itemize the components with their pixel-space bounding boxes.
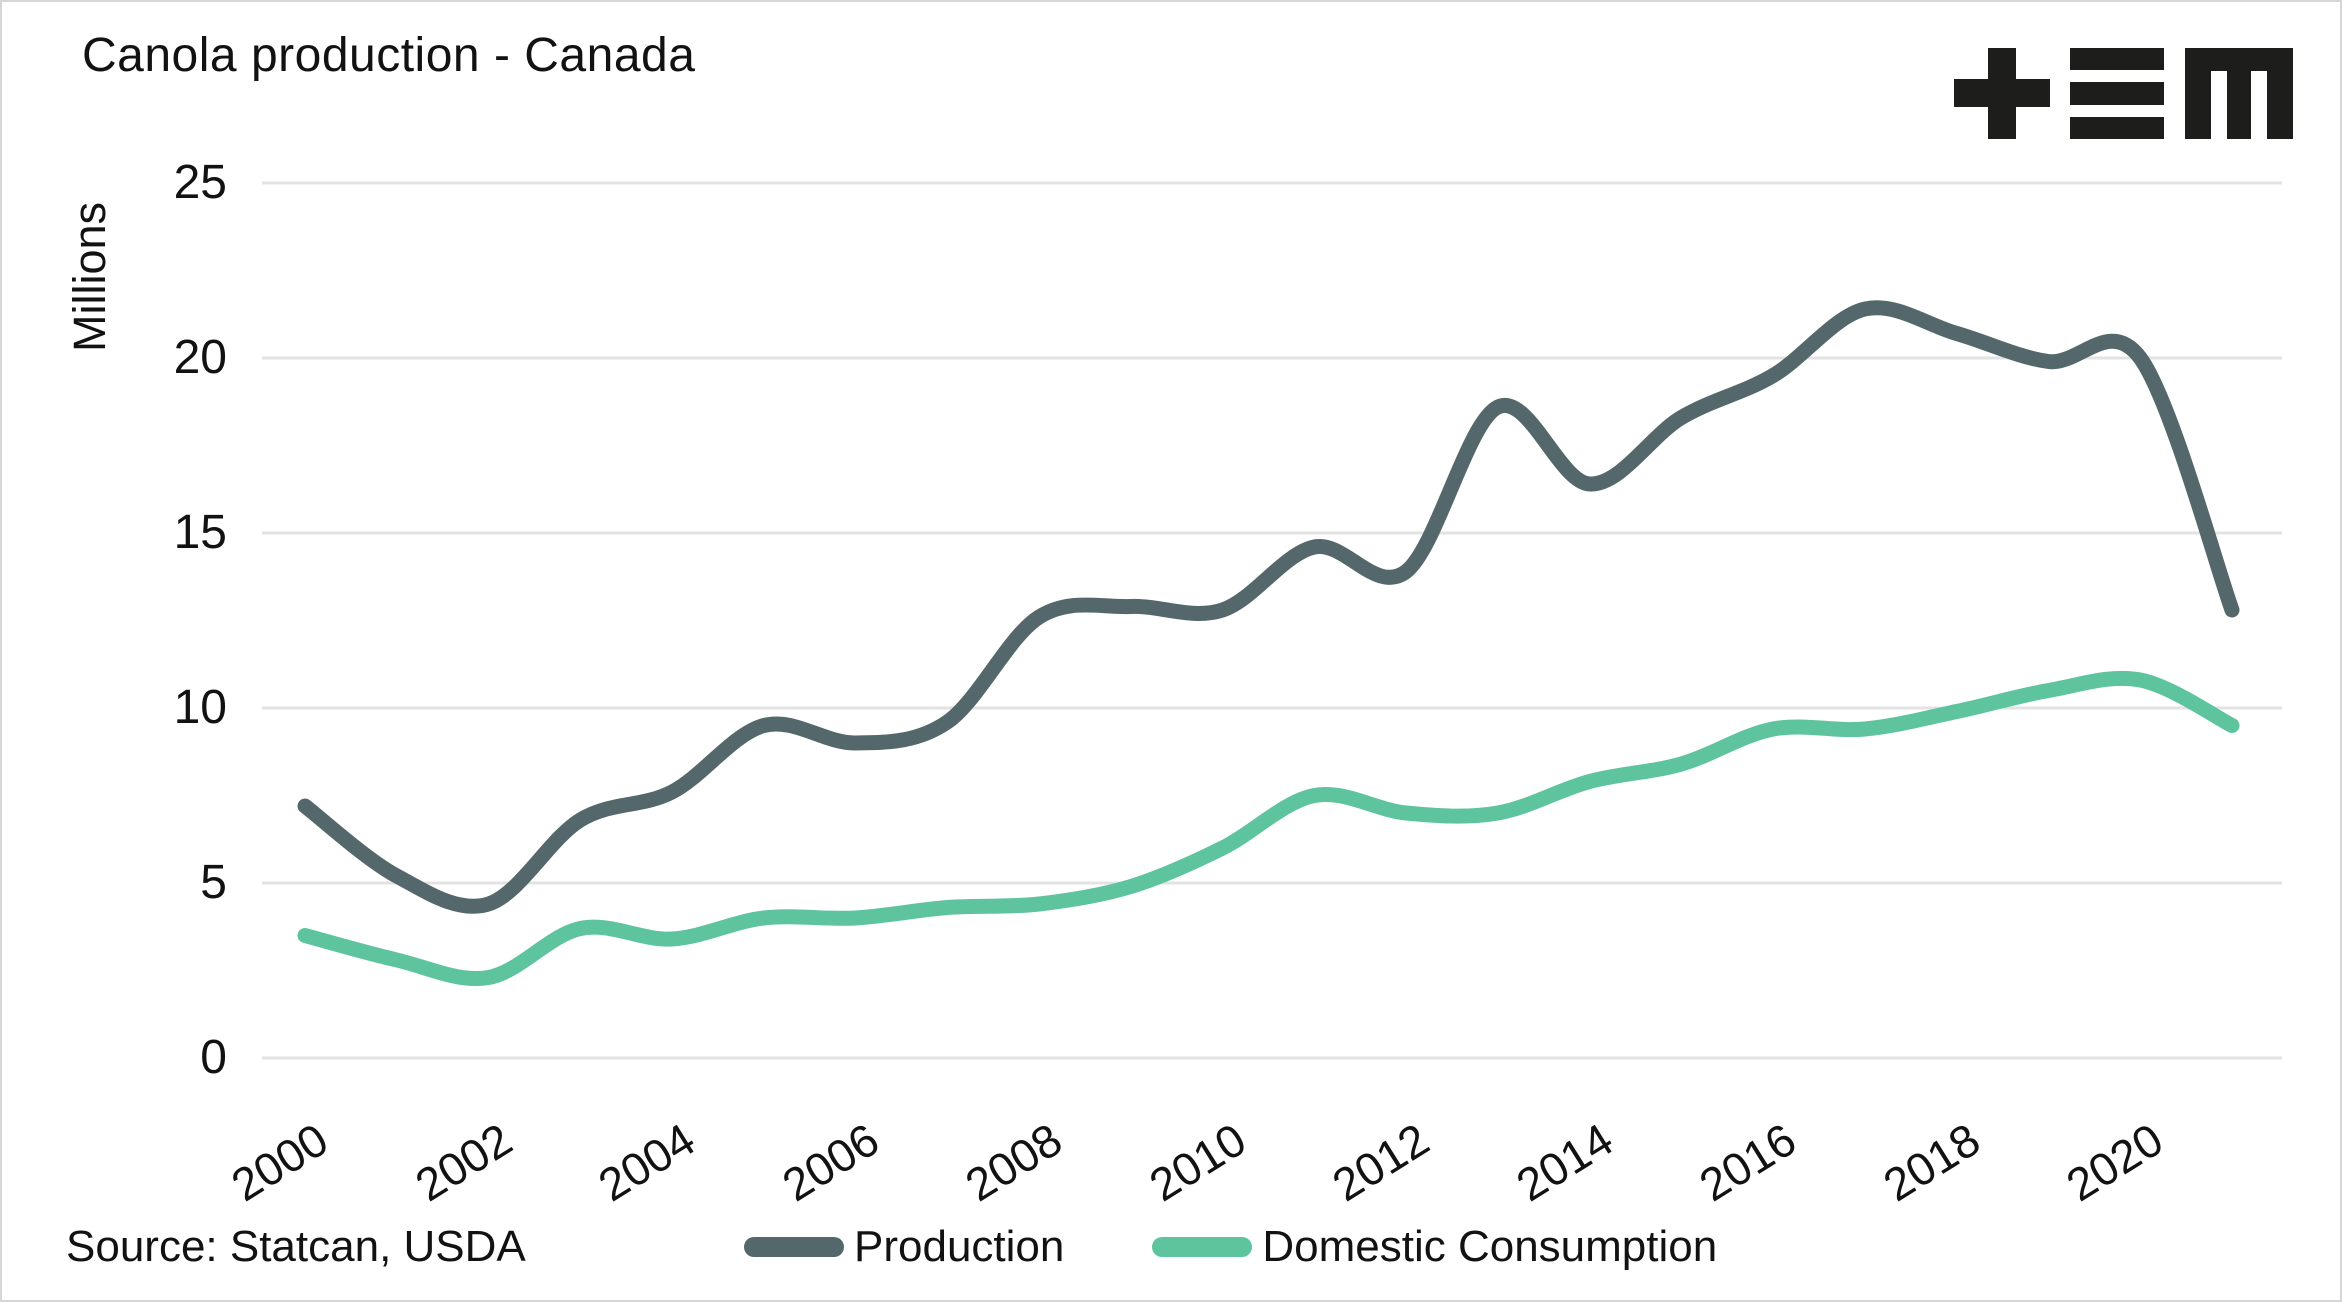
legend-label-domestic-consumption: Domestic Consumption bbox=[1262, 1222, 1718, 1271]
domestic-consumption-line-swatch bbox=[1152, 1237, 1253, 1257]
legend-label-production: Production bbox=[854, 1222, 1065, 1271]
y-tick-label: 20 bbox=[173, 331, 227, 384]
source-note: Source: Statcan, USDA bbox=[66, 1222, 526, 1271]
production-line-swatch bbox=[744, 1237, 844, 1257]
logo-bar-2 bbox=[2070, 82, 2164, 105]
y-tick-label: 0 bbox=[200, 1031, 227, 1084]
y-tick-label: 25 bbox=[173, 156, 227, 209]
logo-bar-1 bbox=[2070, 48, 2164, 70]
y-tick-label: 5 bbox=[200, 856, 227, 909]
page-title: Canola production - Canada bbox=[82, 29, 696, 82]
y-tick-label: 15 bbox=[173, 506, 227, 559]
logo-bar-3 bbox=[2070, 117, 2164, 139]
series-line-production bbox=[297, 300, 2240, 914]
logo-m-glyph bbox=[2185, 48, 2293, 139]
legend-item-domestic-consumption: Domestic Consumption bbox=[1152, 1222, 1717, 1272]
y-tick-label: 10 bbox=[173, 681, 227, 734]
legend-item-production: Production bbox=[744, 1222, 1064, 1272]
tem-logo bbox=[1954, 48, 2293, 139]
legend: Production Domestic Consumption bbox=[744, 1222, 1717, 1272]
series-line-domestic-consumption bbox=[297, 670, 2240, 986]
logo-plus-hbar bbox=[1954, 79, 2050, 107]
